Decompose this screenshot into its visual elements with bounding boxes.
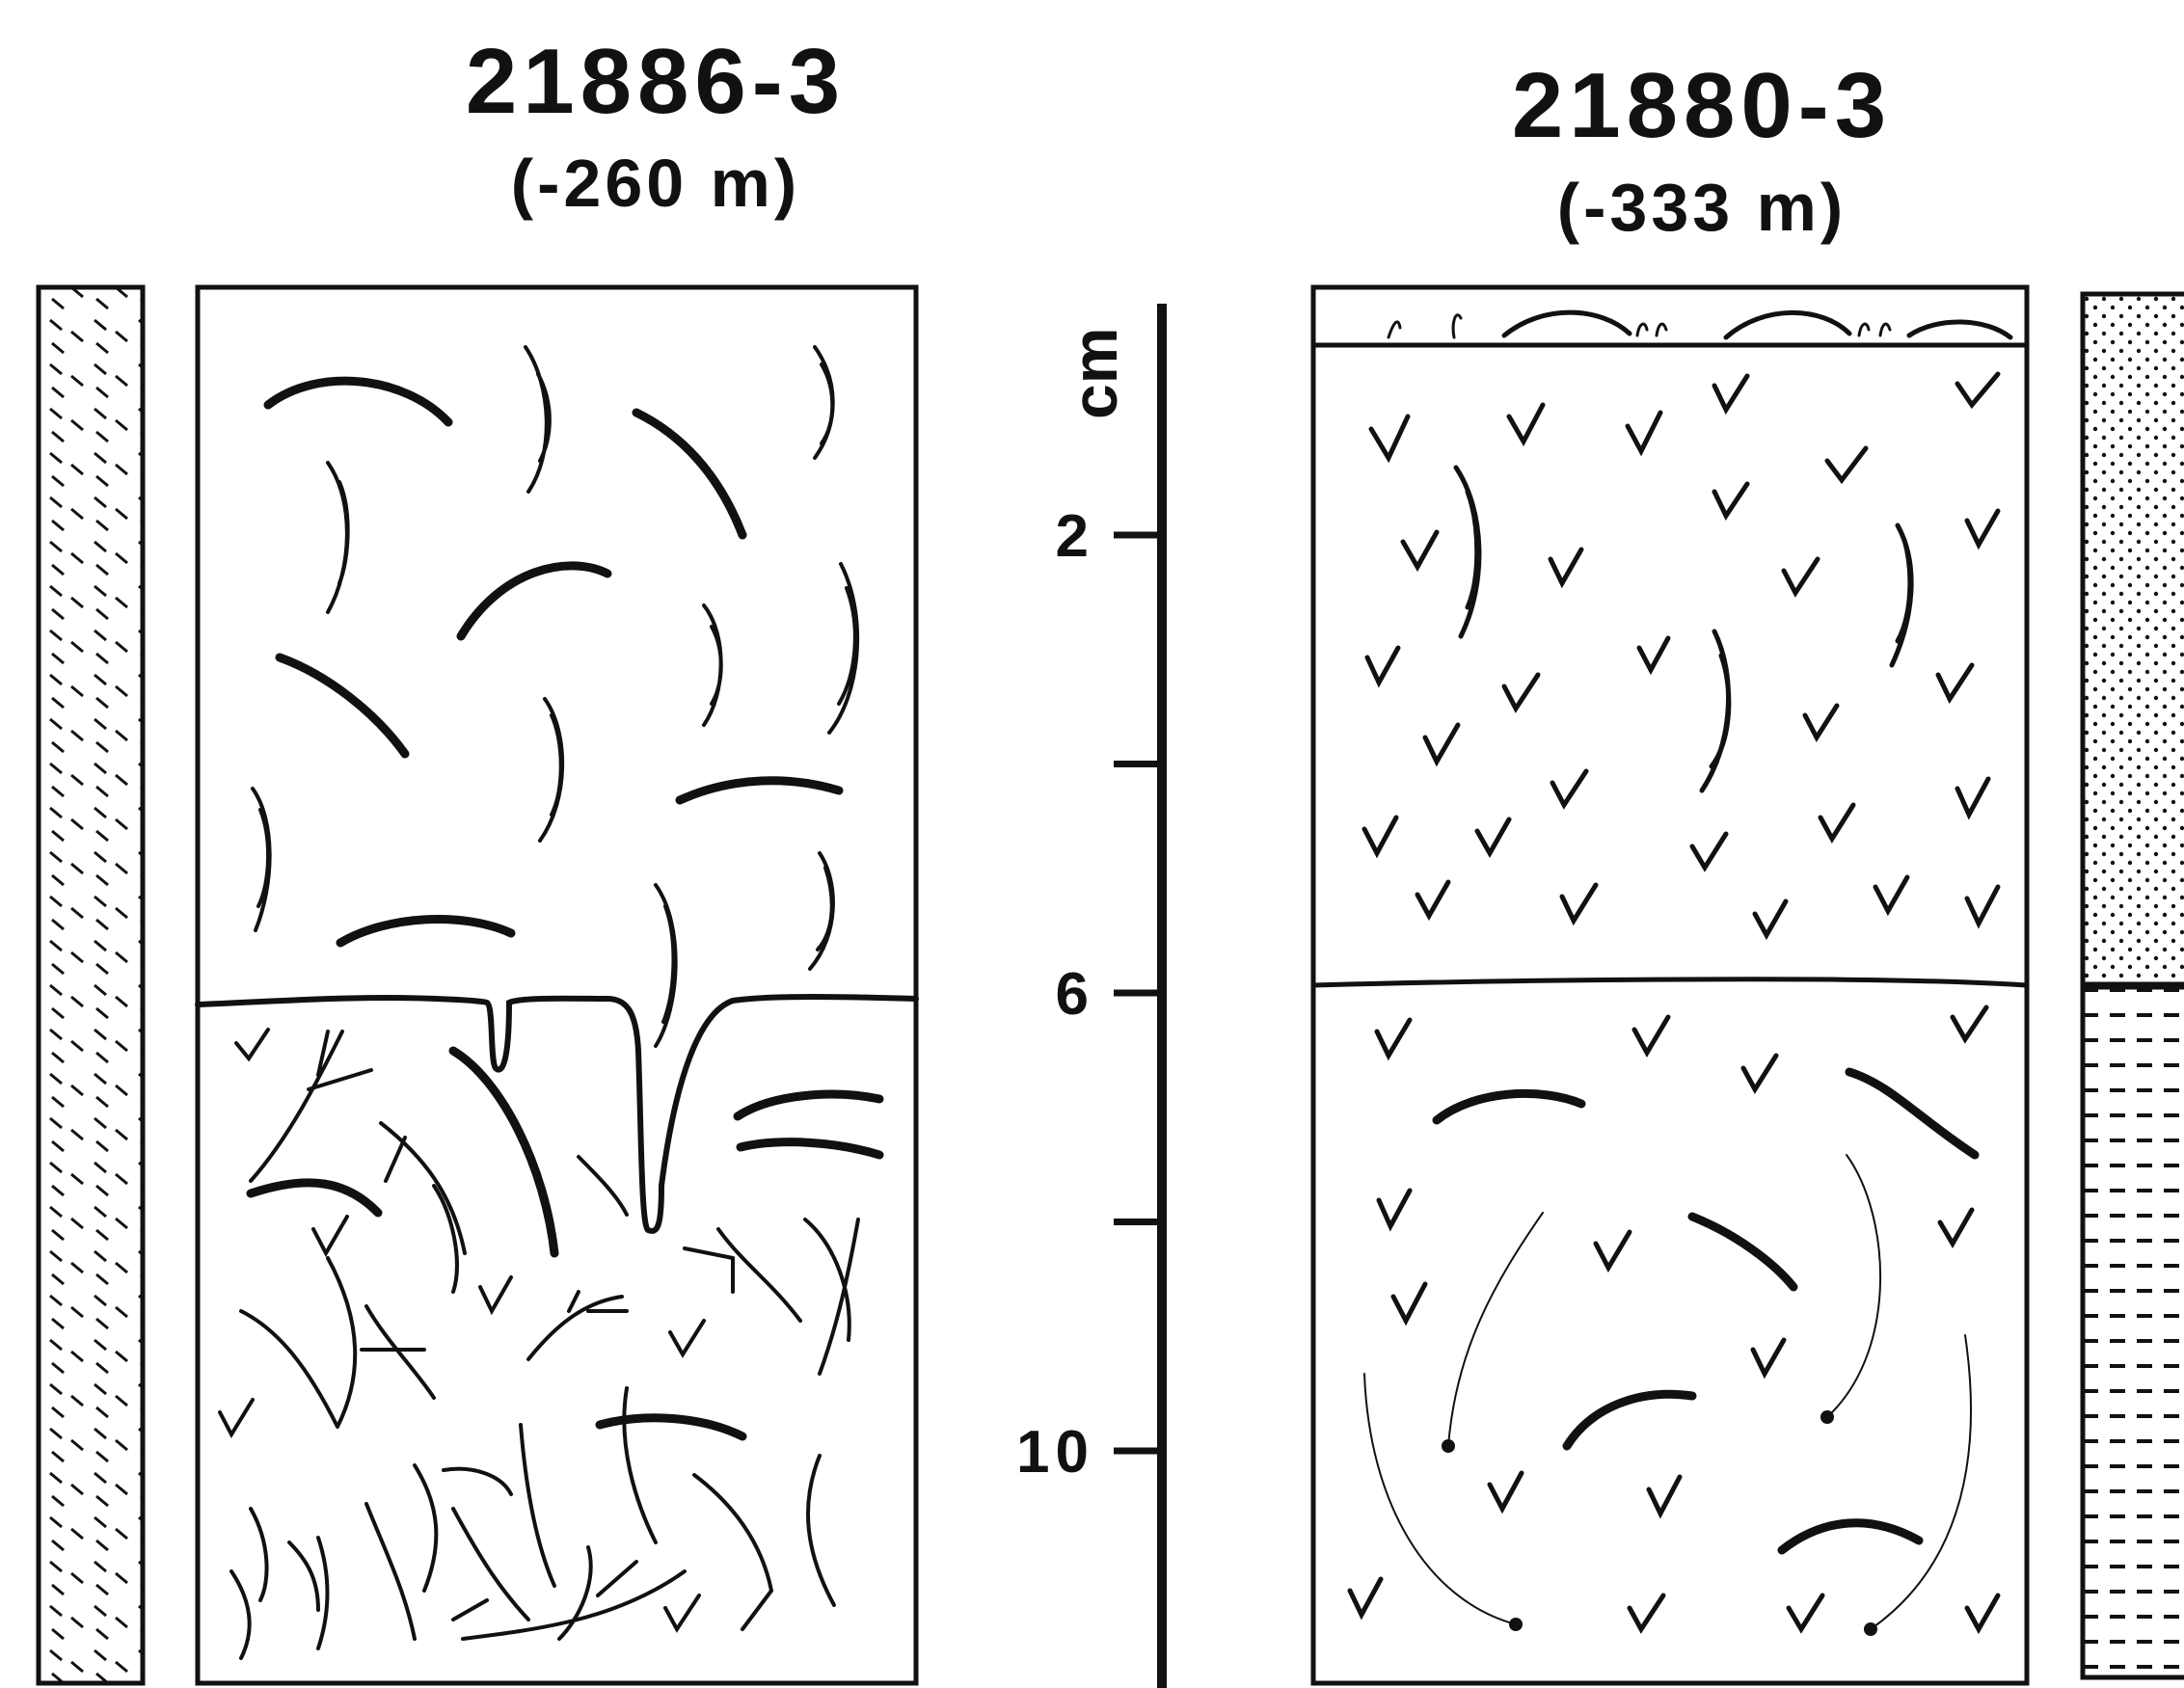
scale-tick-label-6: 6 — [1056, 961, 1094, 1028]
lithology-dotted-unit — [2080, 291, 2184, 987]
right-core-box — [1310, 284, 2030, 1686]
left-core-title: 21886-3 — [465, 30, 847, 133]
left-core-depth: (-260 m) — [510, 146, 801, 221]
right-lithology-strip — [2080, 291, 2184, 1680]
left-core-box — [195, 284, 919, 1686]
scale-tick-label-2: 2 — [1056, 503, 1094, 570]
depth-scale: cm 2 6 10 — [1016, 304, 1167, 1688]
right-core-title: 21880-3 — [1511, 54, 1893, 157]
right-core-depth: (-333 m) — [1556, 170, 1847, 245]
left-lithology-strip — [36, 284, 146, 1686]
scale-unit-label: cm — [1059, 328, 1130, 419]
lithology-dashed-unit — [2080, 984, 2184, 1680]
right-core-burrow-dots — [1442, 1410, 1877, 1636]
scale-tick-label-10: 10 — [1016, 1419, 1094, 1486]
